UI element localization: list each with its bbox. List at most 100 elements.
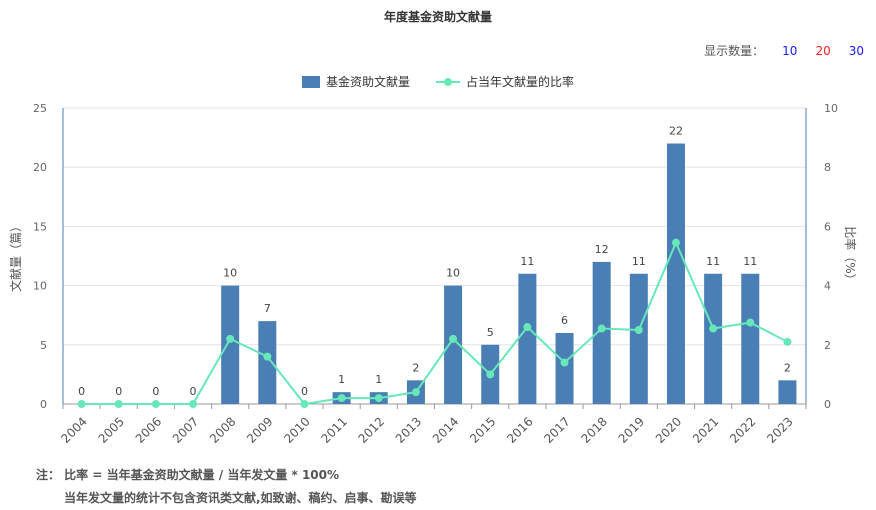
bar-data-label: 12: [595, 243, 609, 256]
x-tick-label: 2017: [541, 414, 572, 445]
bar-data-label: 0: [78, 385, 85, 398]
x-tick-label: 2011: [318, 414, 349, 445]
x-tick-label: 2013: [393, 414, 424, 445]
display-count-label: 显示数量：: [704, 44, 765, 58]
ratio-point: [783, 337, 792, 346]
bar-data-label: 1: [338, 373, 345, 386]
legend-item-bar-series[interactable]: 基金资助文献量: [301, 73, 410, 90]
bar: [444, 285, 463, 404]
ratio-line: [81, 240, 788, 406]
display-count-selector: 显示数量： 10 20 30: [704, 42, 864, 59]
ratio-point: [151, 400, 160, 408]
y-tick-label: 5: [40, 339, 47, 352]
legend-line-label: 占当年文献量的比率: [466, 75, 575, 89]
note-count-exclusion: 当年发文量的统计不包含资讯类文献,如致谢、稿约、启事、勘误等: [64, 491, 417, 505]
x-tick-label: 2020: [653, 414, 684, 445]
ratio-point: [449, 334, 458, 343]
bar-data-label: 22: [669, 125, 683, 138]
y-tick-label: 15: [33, 220, 47, 233]
bar-data-label: 11: [743, 255, 757, 268]
ratio-point: [189, 400, 198, 408]
y2-tick-label: 8: [824, 161, 831, 174]
ratio-point: [226, 334, 235, 343]
bar-data-label: 2: [784, 361, 791, 374]
x-tick-label: 2004: [58, 414, 89, 445]
x-tick-label: 2019: [616, 414, 647, 445]
ratio-point: [114, 400, 123, 408]
x-tick-label: 2010: [281, 414, 312, 445]
bar: [704, 273, 723, 404]
y-tick-label: 0: [40, 398, 47, 411]
x-tick-label: 2016: [504, 414, 535, 445]
bar: [629, 273, 648, 404]
bar: [221, 285, 240, 404]
chart-legend: 基金资助文献量 占当年文献量的比率: [0, 73, 876, 90]
bar-data-label: 11: [632, 255, 646, 268]
ratio-point: [486, 370, 495, 379]
chart-title: 年度基金资助文献量: [383, 10, 492, 24]
ratio-point: [263, 352, 272, 361]
ratio-point: [746, 318, 755, 327]
bar-data-label: 0: [115, 385, 122, 398]
legend-bar-swatch-icon: [301, 75, 320, 88]
ratio-point: [300, 400, 309, 408]
x-tick-label: 2006: [133, 414, 164, 445]
x-tick-label: 2007: [170, 414, 201, 445]
bar-data-label: 11: [706, 255, 720, 268]
bar-data-label: 0: [301, 385, 308, 398]
ratio-point: [523, 323, 532, 332]
y2-tick-label: 6: [824, 220, 831, 233]
bar-data-label: 11: [520, 255, 534, 268]
bar-data-label: 0: [190, 385, 197, 398]
ratio-point: [374, 394, 383, 403]
x-tick-label: 2012: [356, 414, 387, 445]
ratio-point: [560, 358, 569, 367]
y2-tick-label: 4: [824, 280, 831, 293]
ratio-point: [77, 400, 86, 408]
y-tick-label: 25: [33, 102, 47, 115]
bar: [666, 143, 685, 404]
ratio-point: [411, 388, 420, 397]
legend-item-line-series[interactable]: 占当年文献量的比率: [436, 73, 574, 90]
bar: [592, 261, 611, 404]
ratio-point: [671, 238, 680, 247]
display-count-option-10[interactable]: 10: [782, 43, 798, 58]
bar: [778, 380, 797, 404]
y-tick-label: 10: [33, 280, 47, 293]
ratio-point: [597, 324, 606, 333]
ratio-point: [337, 394, 346, 403]
bar-data-label: 6: [561, 314, 568, 327]
bar-data-label: 2: [412, 361, 419, 374]
bar: [555, 332, 574, 404]
bar-data-label: 5: [487, 326, 494, 339]
display-count-option-20[interactable]: 20: [815, 43, 831, 58]
display-count-option-30[interactable]: 30: [848, 43, 864, 58]
x-tick-label: 2022: [727, 414, 758, 445]
x-tick-label: 2014: [430, 414, 461, 445]
ratio-point: [634, 326, 643, 334]
y2-tick-label: 2: [824, 339, 831, 352]
bar-data-label: 7: [264, 302, 271, 315]
x-tick-label: 2009: [244, 414, 275, 445]
x-tick-label: 2005: [96, 414, 127, 445]
bar: [258, 321, 277, 404]
x-tick-label: 2008: [207, 414, 238, 445]
y-axis-title: 文献量（篇）: [8, 220, 23, 292]
y2-axis-title: 比率（%）: [843, 226, 858, 285]
bar: [518, 273, 537, 404]
bar-data-label: 10: [223, 267, 237, 280]
bar: [741, 273, 760, 404]
x-tick-label: 2015: [467, 414, 498, 445]
bar-data-label: 1: [375, 373, 382, 386]
bar-data-label: 10: [446, 267, 460, 280]
y2-tick-label: 10: [824, 102, 838, 115]
legend-line-marker-icon: [436, 76, 460, 88]
y-tick-label: 20: [33, 161, 47, 174]
ratio-point: [709, 324, 718, 333]
legend-bar-label: 基金资助文献量: [325, 75, 410, 89]
note-ratio-formula: 注： 比率 = 当年基金资助文献量 / 当年发文量 * 100%: [36, 468, 340, 482]
x-tick-label: 2023: [764, 414, 795, 445]
bar-data-label: 0: [152, 385, 159, 398]
x-tick-label: 2021: [690, 414, 721, 445]
